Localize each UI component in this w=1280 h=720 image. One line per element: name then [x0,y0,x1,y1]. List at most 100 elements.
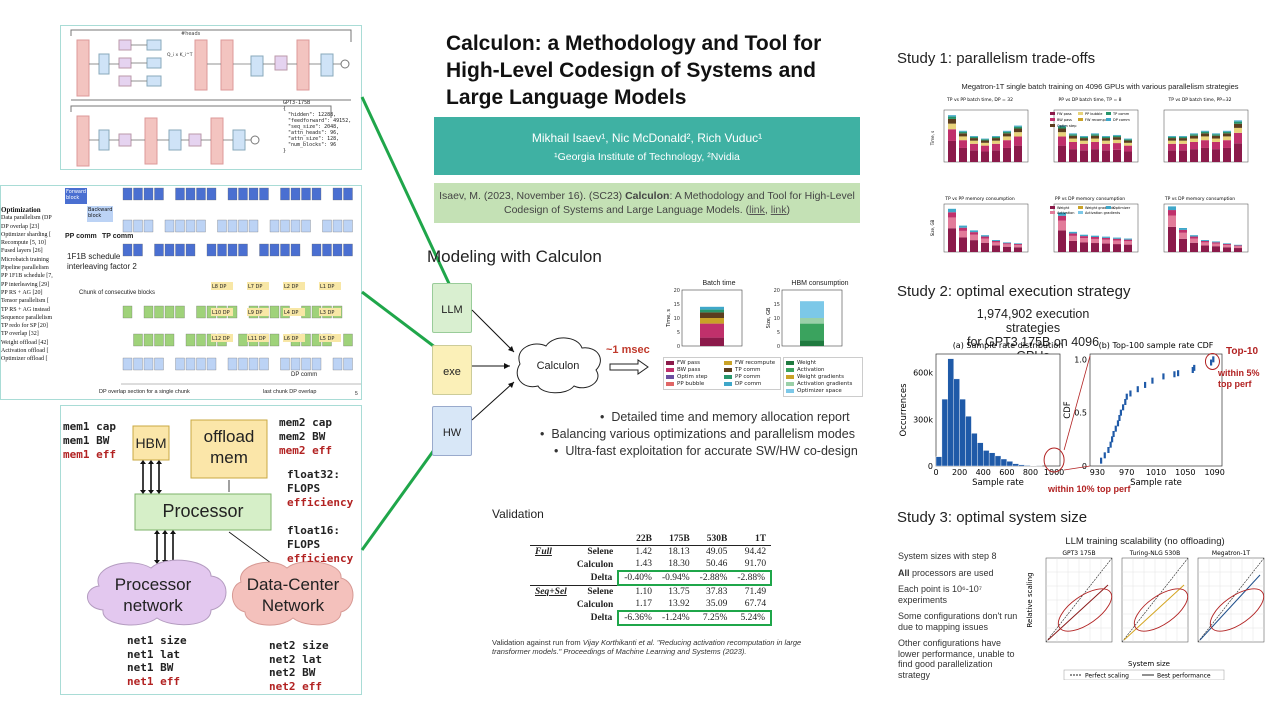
offload-line: offload [203,427,255,446]
bar-segment [1168,215,1176,227]
schedule-block [122,243,133,257]
schedule-block [154,333,164,347]
cdf-point [1144,381,1147,388]
bar-segment [1201,133,1209,137]
bar-segment [1234,245,1242,247]
schedule-block [259,187,269,201]
param-line: mem1 cap [63,420,116,433]
schedule-block [217,219,227,233]
bar-segment [1179,232,1187,239]
legend-label: Weight gradients [1085,206,1115,210]
schedule-block [248,187,259,201]
forward-block-legend: Forward block [65,188,87,204]
bar-segment [1179,138,1187,141]
study3-note: Each point is 10⁶-10⁷ experiments [898,584,1018,605]
bar-segment [1014,243,1022,245]
legend-swatch [1106,112,1111,115]
schedule-block [164,305,175,319]
bar-segment [992,240,1000,241]
param-line: mem2 BW [279,430,326,443]
bar-segment [1080,140,1088,144]
study3-chart-title: LLM training scalability (no offloading) [1065,536,1225,547]
table-header-cell: 22B [618,533,657,546]
table-cell: 1.17 [635,599,652,609]
legend-swatch [1050,112,1055,115]
bar-segment [970,143,978,151]
schedule-block [311,357,322,371]
mem2-params: mem2 cap mem2 BW mem2 eff [279,416,332,458]
schedule-block [290,219,301,233]
bar-segment [1190,134,1198,136]
legend-label: Weight [1057,206,1070,210]
bar-segment [1124,239,1132,242]
legend-swatch [786,361,794,365]
bar-segment [1212,141,1220,150]
dc-net-line: Network [261,596,325,615]
bar-segment [1223,244,1231,246]
group-cell [530,558,572,571]
table-row: Calculon 1.17 13.92 35.09 67.74 [530,598,771,611]
x-axis-label: System size [1128,660,1170,668]
legend-label: PP bubble [677,381,705,387]
table-cell: 50.46 [705,559,728,569]
bar-segment [1091,134,1099,136]
bar-segment [981,138,989,140]
optimization-heading: Optimization [1,206,41,214]
bar-segment [1069,141,1077,150]
legend-swatch [666,382,674,386]
bar-segment [1003,147,1011,162]
note-italic: Vijay Korthikanti et al. "Reducing activ… [492,638,802,656]
note-text: System sizes with step 8 [898,551,997,561]
param-line: net2 size [269,639,329,652]
schedule-block [133,357,143,371]
citation-text: Isaev, M. (2023, November 16). (SC23) [439,190,626,202]
bar-segment [1014,125,1022,127]
optimization-item: Pipeline parallelism [1,265,49,272]
validation-note: Validation against run from Vijay Korthi… [492,638,802,656]
bullet-item: • Balancing various optimizations and pa… [540,427,855,441]
paper-link[interactable]: link [749,204,765,216]
bar-segment [959,147,967,162]
hbm-label: HBM [135,435,167,451]
highlight-ellipse [1133,588,1189,632]
float32-params: float32: FLOPS efficiency [287,468,353,510]
cdf-point [1100,457,1103,464]
validation-table-wrap: 22B 175B 530B 1T Full Selene 1.42 18.13 49.05 94.… [530,533,773,626]
bar-segment [1201,140,1209,148]
net1-params: net1 size net1 lat net1 BW net1 eff [127,634,187,688]
dp-tag-label: L6 DP [284,336,298,342]
code-link[interactable]: link [770,204,787,216]
schedule-block [227,243,238,257]
bar-segment [700,323,724,338]
schedule-block [280,357,290,371]
hist-bar [965,416,972,467]
dp-tag-label: L12 DP [212,336,230,342]
cdf-point [1112,431,1115,437]
note-text: Validation against run from [492,638,583,647]
bar-segment [1003,244,1011,247]
bar-segment [1234,248,1242,252]
legend-label: Optim step [1057,124,1077,128]
bar-segment [959,227,967,231]
authors: Mikhail Isaev¹, Nic McDonald², Rich Vudu… [531,131,763,145]
bar-segment [1113,137,1121,140]
legend-label: FW recompute [735,360,776,366]
table-header-cell [571,533,619,546]
param-line: net2 eff [269,679,322,693]
table-cell: -2.88% [732,570,773,586]
bar-segment [1179,229,1187,233]
table-header-row: 22B 175B 530B 1T [530,533,772,546]
group-cell: Full [530,545,572,558]
bar-segment [1080,136,1088,139]
bar-segment [1080,238,1088,243]
y-tick-label: 0 [928,462,933,471]
legend-label: PP comm [735,374,761,380]
y-tick-label: 5 [677,330,680,336]
table-cell: 94.42 [732,545,772,558]
bar-segment [1168,140,1176,144]
bar-segment [700,312,724,318]
schedule-block [227,357,238,371]
dp-tag-label: L11 DP [248,336,266,342]
dp-tag [319,334,341,342]
bar-segment [1102,236,1110,238]
